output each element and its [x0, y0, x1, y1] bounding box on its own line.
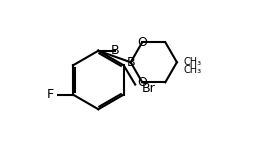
Text: O: O: [137, 76, 147, 89]
Text: F: F: [47, 88, 54, 101]
Text: Br: Br: [141, 82, 155, 95]
Text: B: B: [126, 56, 135, 69]
Text: O: O: [137, 36, 147, 49]
Text: B: B: [111, 44, 120, 57]
Text: CH₃: CH₃: [183, 65, 201, 75]
Text: CH₃: CH₃: [183, 57, 201, 67]
